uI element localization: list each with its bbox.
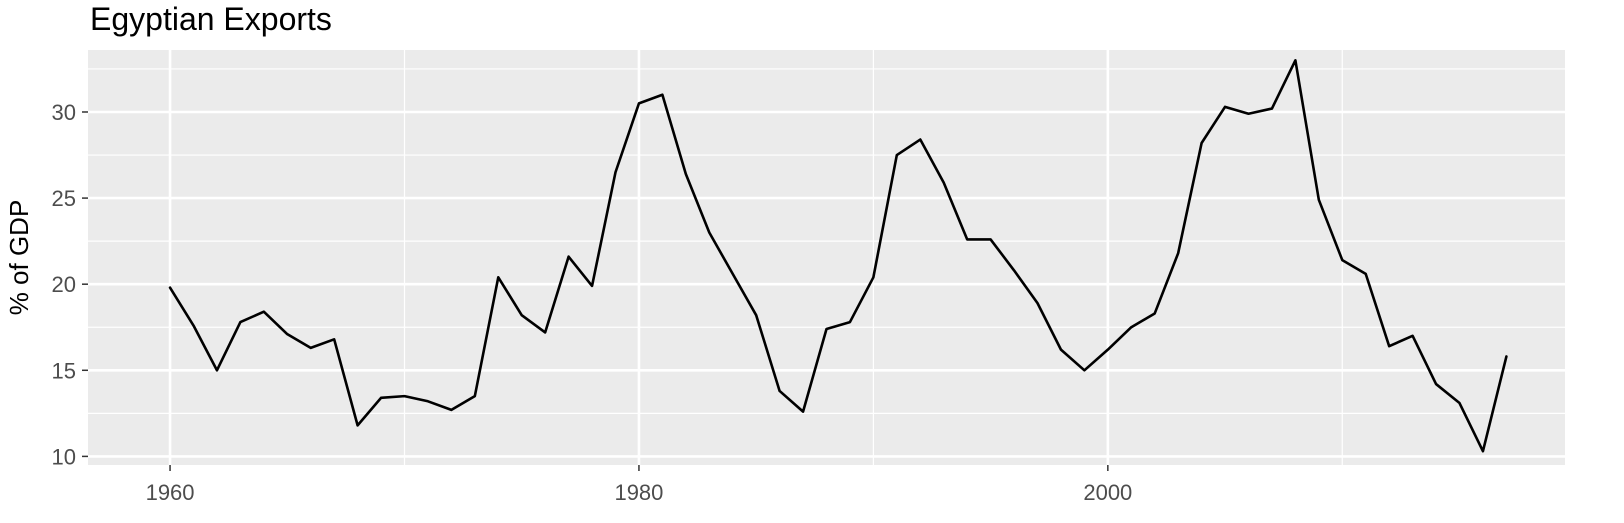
series-line — [168, 59, 1508, 453]
grid-minor — [88, 50, 1565, 465]
y-axis-title: % of GDP — [4, 200, 34, 316]
y-tick-label: 15 — [52, 358, 76, 383]
axis-ticks — [82, 111, 1109, 471]
grid-major — [88, 50, 1565, 465]
x-tick-label: 1980 — [614, 480, 663, 505]
chart-title: Egyptian Exports — [90, 1, 332, 37]
x-tick-labels: 1960 1980 2000 — [146, 480, 1133, 505]
x-tick-label: 1960 — [146, 480, 195, 505]
series-group — [168, 59, 1508, 453]
y-tick-label: 30 — [52, 100, 76, 125]
y-tick-label: 20 — [52, 272, 76, 297]
y-tick-label: 25 — [52, 186, 76, 211]
plot-panel — [88, 50, 1565, 465]
x-tick-label: 2000 — [1083, 480, 1132, 505]
y-tick-labels: 10 15 20 25 30 — [52, 100, 76, 469]
y-tick-label: 10 — [52, 444, 76, 469]
